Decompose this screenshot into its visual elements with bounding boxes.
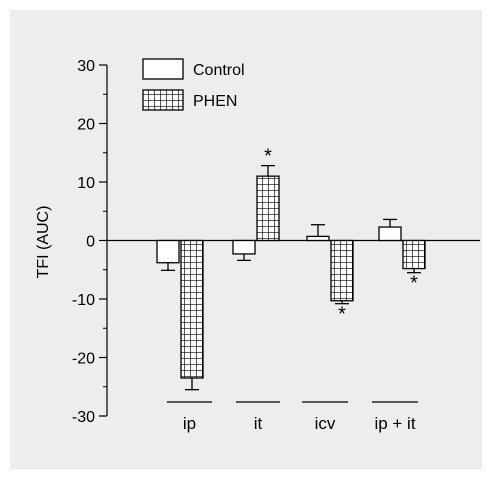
chart-panel: -30 -20 -10 0 10 20 30 ip it icv ip + it * * * Contr…: [10, 10, 482, 469]
category-label: ip + it: [374, 414, 415, 433]
category-label: icv: [315, 414, 336, 433]
legend-label: PHEN: [193, 93, 237, 110]
significance-marker: *: [338, 304, 346, 326]
legend-swatch: [142, 89, 184, 111]
legend-label: Control: [193, 62, 245, 79]
y-tick-label: -10: [72, 292, 95, 309]
y-axis-title: TFI (AUC): [35, 206, 52, 279]
y-tick-label: 0: [86, 234, 95, 251]
y-tick-label: 20: [77, 117, 95, 134]
category-label: it: [254, 414, 263, 433]
bar: [378, 226, 402, 242]
bar: [156, 239, 180, 264]
bar: [256, 175, 280, 242]
bar: [232, 239, 256, 255]
significance-marker: *: [410, 273, 418, 295]
bar: [330, 239, 354, 302]
category-label: ip: [183, 414, 196, 433]
bars: * * *: [156, 146, 426, 391]
y-tick-label: -30: [72, 409, 95, 426]
y-tick-label: -20: [72, 351, 95, 368]
bar: [306, 235, 330, 242]
y-tick-label: 10: [77, 175, 95, 192]
bar-chart: -30 -20 -10 0 10 20 30 ip it icv ip + it * * * Contr…: [35, 58, 480, 433]
legend: Control PHEN: [142, 58, 245, 111]
legend-swatch: [142, 58, 184, 80]
bar: [402, 239, 426, 270]
bar: [180, 239, 204, 379]
significance-marker: *: [264, 146, 272, 168]
y-tick-label: 30: [77, 58, 95, 75]
